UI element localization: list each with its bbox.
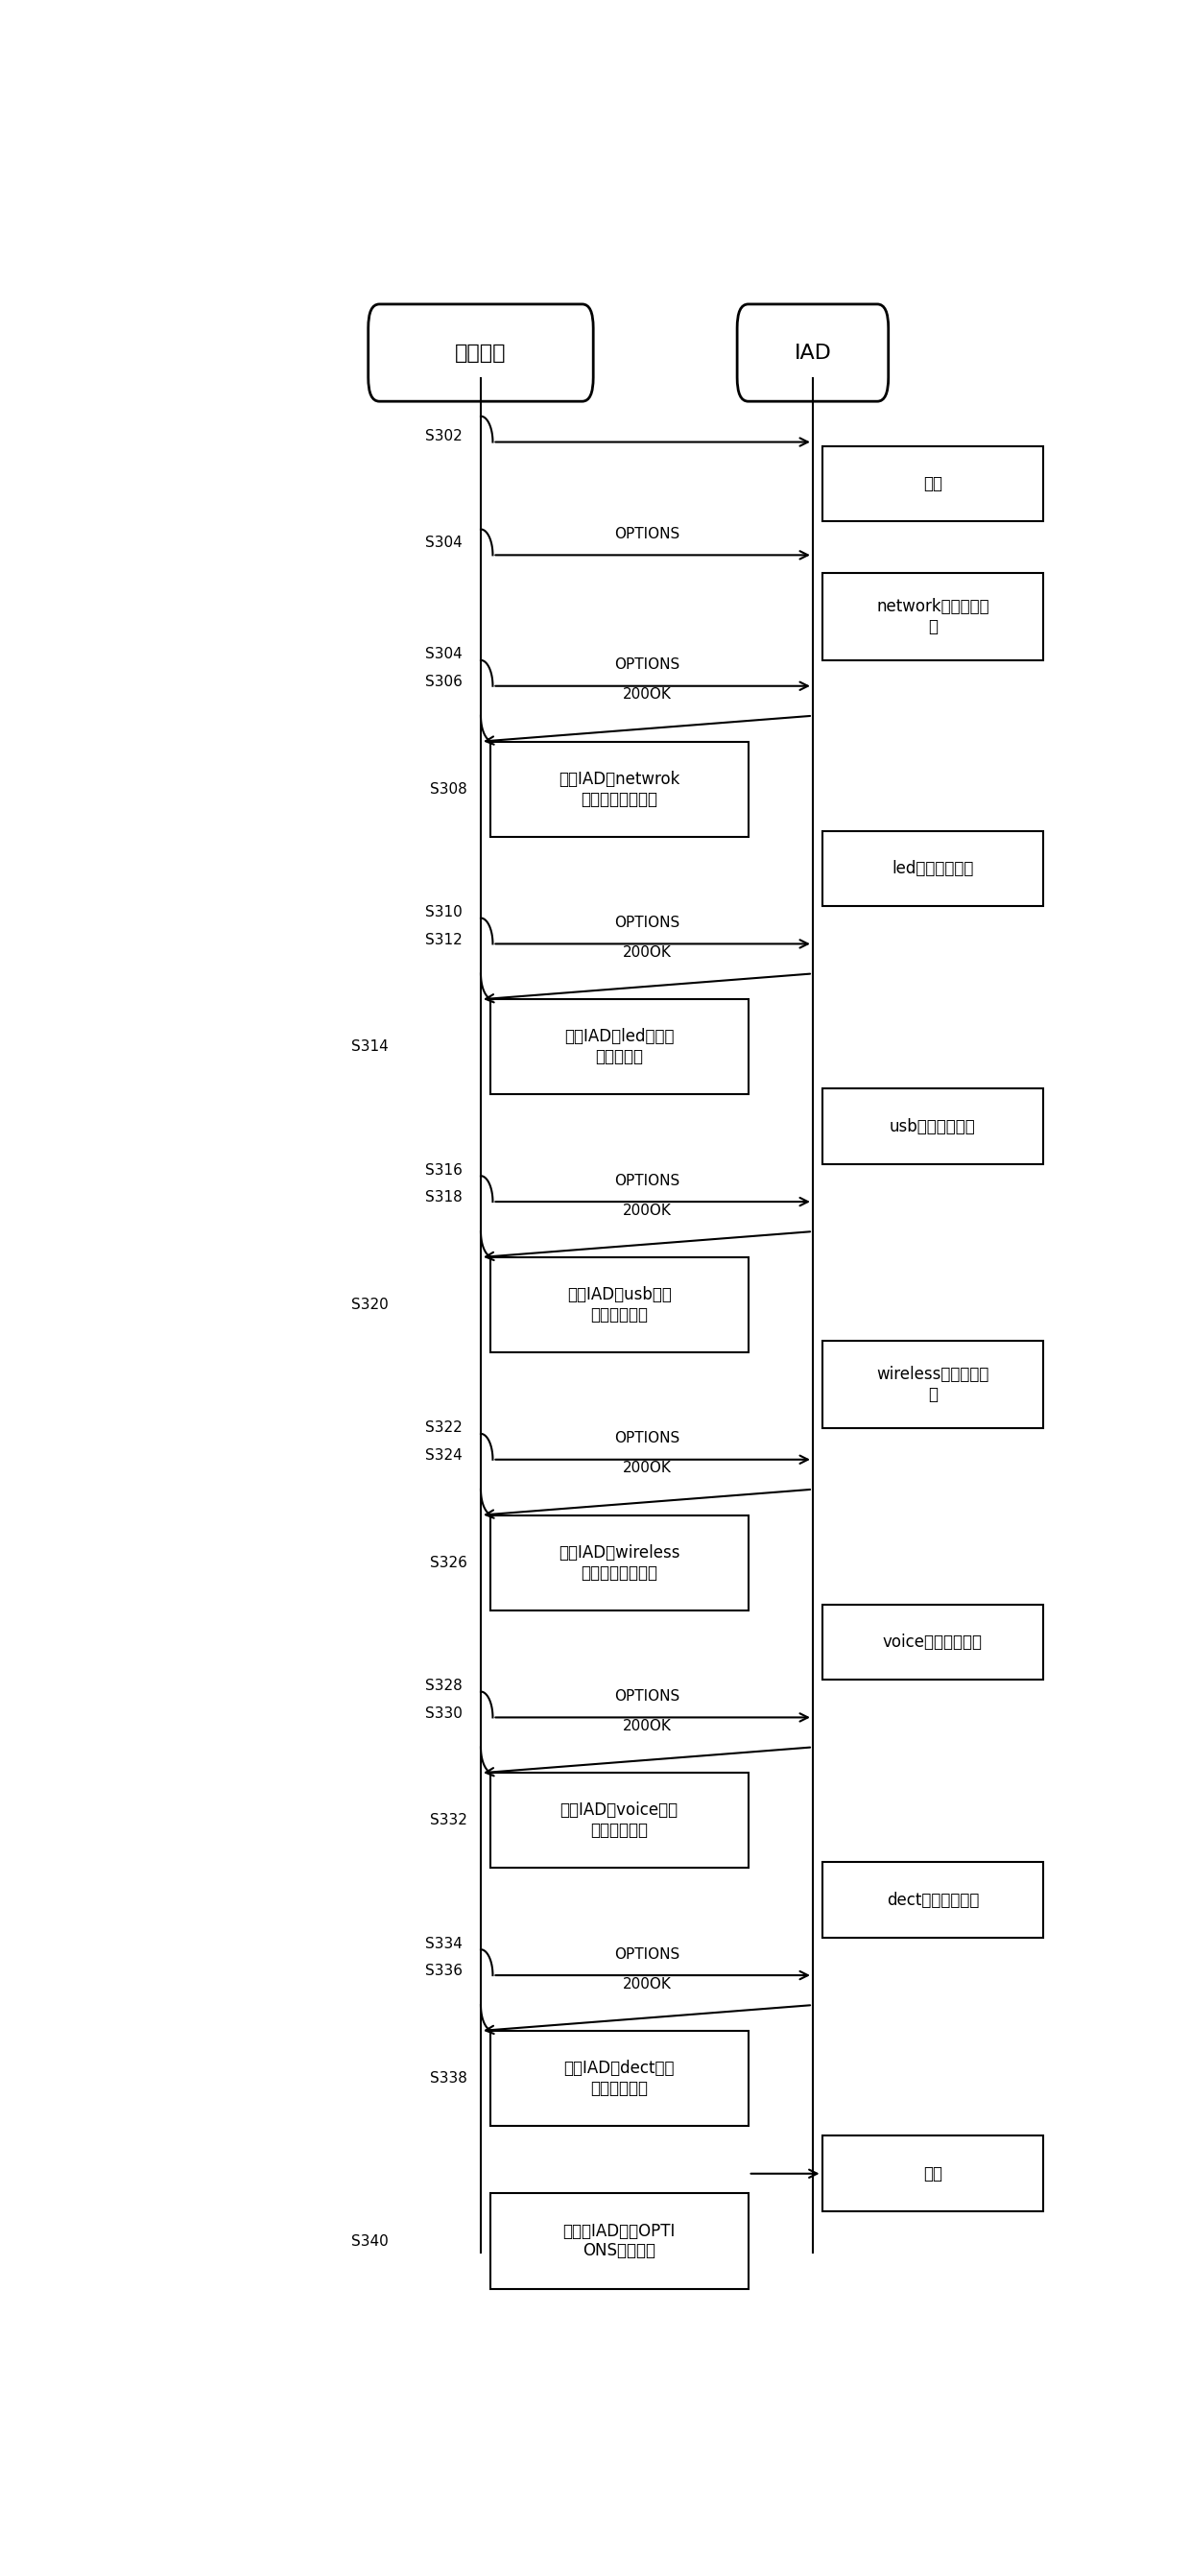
Text: S310: S310: [425, 904, 462, 920]
Text: 控制IAD对wireless
模块进行生产测试: 控制IAD对wireless 模块进行生产测试: [558, 1543, 679, 1582]
Bar: [490, 999, 749, 1095]
Text: OPTIONS: OPTIONS: [614, 657, 679, 672]
Bar: [490, 1772, 749, 1868]
Bar: [490, 2195, 749, 2287]
Text: led模块启动完成: led模块启动完成: [891, 860, 973, 876]
Text: 控制IAD对dect模块
进行生产测试: 控制IAD对dect模块 进行生产测试: [564, 2061, 675, 2097]
Text: S304: S304: [425, 536, 462, 551]
Text: S318: S318: [425, 1190, 462, 1206]
Bar: [490, 2030, 749, 2125]
Text: OPTIONS: OPTIONS: [614, 914, 679, 930]
Text: 200OK: 200OK: [622, 1461, 671, 1476]
Text: 上电: 上电: [923, 474, 942, 492]
Bar: [490, 1515, 749, 1610]
Text: S304: S304: [425, 647, 462, 662]
Text: OPTIONS: OPTIONS: [614, 1947, 679, 1960]
Text: 控制IAD对voice模块
进行生产测试: 控制IAD对voice模块 进行生产测试: [560, 1803, 678, 1839]
Text: voice模块启动完成: voice模块启动完成: [883, 1633, 983, 1651]
Bar: [822, 1090, 1044, 1164]
FancyBboxPatch shape: [368, 304, 594, 402]
Text: S340: S340: [352, 2233, 389, 2249]
Text: S334: S334: [425, 1937, 462, 1950]
Bar: [490, 1257, 749, 1352]
Text: S308: S308: [430, 783, 466, 796]
Text: S330: S330: [425, 1705, 462, 1721]
Text: S320: S320: [352, 1298, 389, 1311]
Text: 测试装置: 测试装置: [455, 343, 507, 363]
Bar: [822, 832, 1044, 907]
Text: S328: S328: [425, 1680, 462, 1692]
Text: 200OK: 200OK: [622, 688, 671, 701]
Text: 控制IAD对led模块进
行生产测试: 控制IAD对led模块进 行生产测试: [564, 1028, 674, 1066]
Text: S336: S336: [425, 1963, 462, 1978]
Text: 200OK: 200OK: [622, 1718, 671, 1734]
Text: S306: S306: [425, 675, 462, 690]
Text: S312: S312: [425, 933, 462, 948]
Text: S302: S302: [425, 428, 462, 443]
Text: dect模块启动完成: dect模块启动完成: [887, 1891, 979, 1909]
Bar: [822, 572, 1044, 659]
Text: IAD: IAD: [794, 343, 832, 363]
Bar: [822, 446, 1044, 520]
Bar: [822, 1340, 1044, 1427]
FancyBboxPatch shape: [737, 304, 889, 402]
Bar: [490, 742, 749, 837]
Text: 控制IAD对netwrok
模块进行生产测试: 控制IAD对netwrok 模块进行生产测试: [558, 770, 679, 809]
Text: S326: S326: [430, 1556, 466, 1569]
Text: 控制IAD对usb模块
进行生产测试: 控制IAD对usb模块 进行生产测试: [566, 1285, 671, 1324]
Text: usb模块启动完成: usb模块启动完成: [890, 1118, 976, 1136]
Text: 断电: 断电: [923, 2164, 942, 2182]
Text: S324: S324: [425, 1448, 462, 1463]
Bar: [822, 1605, 1044, 1680]
Text: 200OK: 200OK: [622, 945, 671, 961]
Text: OPTIONS: OPTIONS: [614, 1175, 679, 1188]
Text: 200OK: 200OK: [622, 1976, 671, 1991]
Text: S332: S332: [430, 1814, 466, 1829]
Text: 停止向IAD发送OPTI
ONS请求消息: 停止向IAD发送OPTI ONS请求消息: [563, 2223, 676, 2259]
Text: wireless模块启动完
成: wireless模块启动完 成: [876, 1365, 989, 1404]
Text: OPTIONS: OPTIONS: [614, 1432, 679, 1445]
Text: S322: S322: [425, 1419, 462, 1435]
Text: network模块启动完
成: network模块启动完 成: [876, 598, 989, 636]
Bar: [822, 2136, 1044, 2210]
Text: S338: S338: [430, 2071, 466, 2087]
Text: S314: S314: [352, 1041, 389, 1054]
Text: 200OK: 200OK: [622, 1203, 671, 1218]
Text: OPTIONS: OPTIONS: [614, 1690, 679, 1703]
Text: OPTIONS: OPTIONS: [614, 528, 679, 541]
Text: S316: S316: [425, 1162, 462, 1177]
Bar: [822, 1862, 1044, 1937]
